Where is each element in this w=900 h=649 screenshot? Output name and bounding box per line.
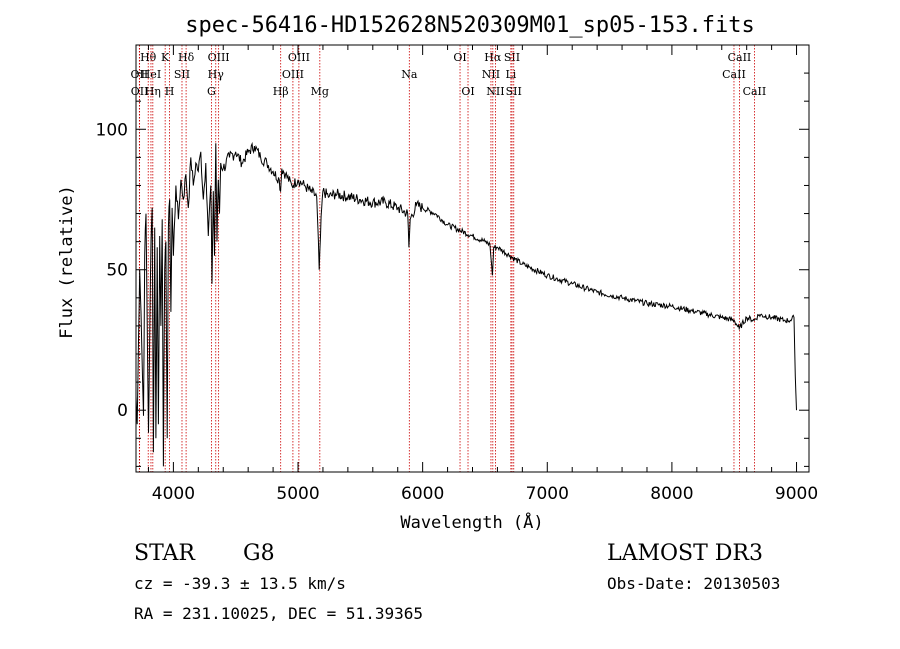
spectral-line-label: Hθ xyxy=(140,51,157,64)
survey-name: LAMOST DR3 xyxy=(607,541,763,566)
y-tick-label: 100 xyxy=(96,120,128,140)
spectral-line-label: Hγ xyxy=(208,68,225,81)
spectrum-line xyxy=(135,141,797,467)
chart-title: spec-56416-HD152628N520309M01_sp05-153.f… xyxy=(185,13,755,38)
spectral-line-label: SII xyxy=(506,85,522,98)
spectral-line-label: NII xyxy=(482,68,500,81)
spectral-line-label: HeI xyxy=(141,68,161,81)
spectral-line-label: Hδ xyxy=(178,51,195,64)
spectral-line-label: Hη xyxy=(145,85,161,98)
x-tick-label: 7000 xyxy=(526,484,569,504)
spectral-line-label: H xyxy=(165,85,175,98)
spectral-line-label: Li xyxy=(505,68,516,81)
spectrum-chart: spec-56416-HD152628N520309M01_sp05-153.f… xyxy=(57,13,818,533)
spectral-line-label: OII xyxy=(131,85,149,98)
spectral-line-label: Hα xyxy=(484,51,502,64)
x-tick-label: 8000 xyxy=(650,484,693,504)
x-tick-label: 9000 xyxy=(775,484,818,504)
spectral-line-label: OI xyxy=(461,85,474,98)
spectral-line-label: G xyxy=(207,85,216,98)
spectral-line-label: OIII xyxy=(288,51,310,64)
object-class: STAR xyxy=(134,541,195,566)
y-axis-label: Flux (relative) xyxy=(57,185,77,339)
spectral-line-label: Mg xyxy=(311,85,329,98)
spectral-line-label: OIII xyxy=(282,68,304,81)
plot-frame xyxy=(135,44,810,473)
spectral-line-label: K xyxy=(161,51,170,64)
x-axis-label: Wavelength (Å) xyxy=(400,511,543,533)
spectral-line-label: Hβ xyxy=(273,85,289,98)
spectral-line-label: SII xyxy=(504,51,520,64)
spectral-line-label: CaII xyxy=(722,68,746,81)
x-tick-label: 5000 xyxy=(276,484,319,504)
spectral-line-label: Na xyxy=(401,68,418,81)
spectral-line-label: CaII xyxy=(743,85,767,98)
x-tick-label: 6000 xyxy=(401,484,444,504)
redshift-velocity: cz = -39.3 ± 13.5 km/s xyxy=(134,574,346,593)
spectral-line-label: OII xyxy=(131,68,149,81)
spectral-line-label: NII xyxy=(486,85,504,98)
coordinates: RA = 231.10025, DEC = 51.39365 xyxy=(134,604,423,623)
y-tick-label: 50 xyxy=(106,261,128,281)
axis-ticks: 4000 5000 6000 7000 8000 9000 0 50 100 xyxy=(96,44,818,504)
y-tick-label: 0 xyxy=(117,401,128,421)
spectral-subclass: G8 xyxy=(243,541,275,566)
spectral-line-label: OI xyxy=(453,51,466,64)
x-tick-label: 4000 xyxy=(152,484,195,504)
spectral-line-label: OIII xyxy=(208,51,230,64)
spectral-line-label: SII xyxy=(174,68,190,81)
observation-date: Obs-Date: 20130503 xyxy=(607,574,781,593)
spectral-line-label: CaII xyxy=(728,51,752,64)
